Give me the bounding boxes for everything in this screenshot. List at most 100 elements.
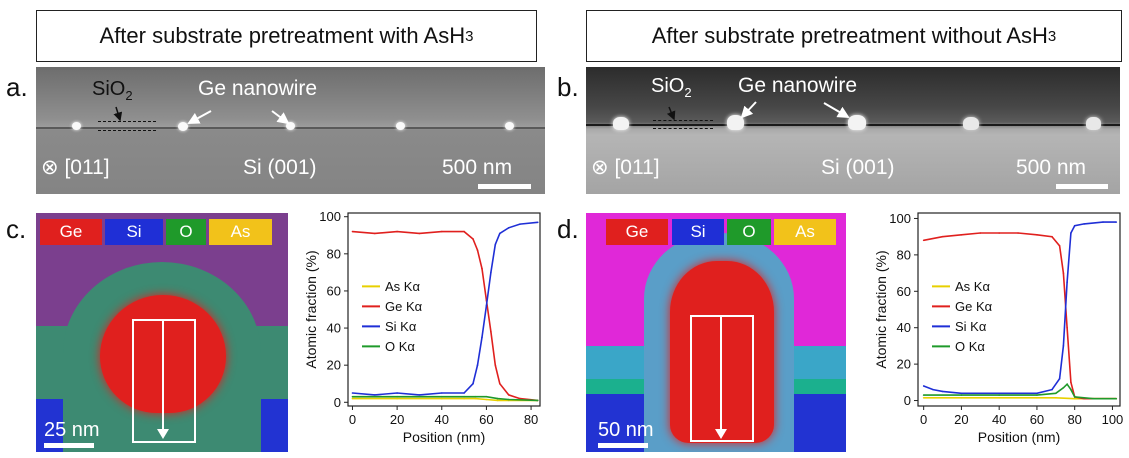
x-tick-label: 60 (1030, 412, 1044, 427)
oxide-arrow (666, 106, 676, 121)
data-point (1070, 388, 1072, 391)
x-tick-label: 20 (954, 412, 968, 427)
nanowire-dot (505, 122, 514, 130)
data-point (351, 392, 354, 394)
legend-si: Si (105, 219, 163, 245)
nanowire-dot (1086, 117, 1101, 130)
legend-as-label: As (774, 219, 836, 245)
oxide-marker (653, 120, 713, 129)
y-tick-label: 40 (327, 321, 341, 336)
chart-c: 0 20 40 60 80 0 20 40 60 80 100 As Kα Ge Kα Si Kα O Kα… (303, 209, 541, 445)
data-point (474, 395, 477, 398)
oxide-sub: 2 (684, 85, 692, 100)
scale-label-d: 50 nm (598, 419, 654, 441)
oxide-sub: 2 (125, 88, 133, 103)
y-tick-label: 40 (897, 320, 911, 335)
oxide-label-a: SiO2 (92, 78, 133, 103)
data-point (1055, 392, 1057, 395)
data-point (472, 382, 474, 385)
direction-label-a: ⊗ [011] (41, 155, 110, 180)
data-point (1070, 381, 1072, 384)
x-tick-label: 80 (524, 412, 538, 427)
data-point (440, 392, 443, 394)
nanowire-label-b: Ge nanowire (738, 74, 858, 97)
data-point (1062, 272, 1065, 274)
cross-circle-icon: ⊗ (591, 156, 609, 179)
data-point (998, 397, 1000, 399)
plot-frame (347, 212, 541, 407)
scale-label-a: 500 nm (442, 156, 512, 180)
legend-label: Si Kα (385, 319, 417, 334)
oxide-text: SiO (651, 75, 685, 97)
nanowire-dot (178, 122, 188, 131)
y-tick-label: 60 (897, 284, 911, 299)
data-point (485, 395, 488, 398)
y-tick-label: 0 (904, 393, 911, 408)
scale-bar-a (478, 184, 531, 189)
data-point (494, 243, 497, 246)
series-line (352, 230, 538, 402)
annotation-arrows (113, 106, 290, 125)
data-point (1062, 386, 1065, 389)
data-point (1066, 326, 1068, 329)
chart-d: 0 20 40 60 80 100 0 20 40 60 80 100 As Kα Ge Kα Si Kα O… (873, 211, 1123, 445)
data-point (979, 232, 982, 234)
series-line (923, 221, 1117, 395)
legend-ge: Ge (606, 219, 668, 245)
data-point (494, 364, 497, 366)
legend-ge-label: Ge (606, 219, 668, 245)
nanowire-dot (848, 115, 866, 130)
data-point (1051, 388, 1053, 391)
data-point (1036, 397, 1038, 399)
y-tick-label: 100 (889, 211, 911, 226)
data-point (396, 230, 398, 233)
oxide-arrow (113, 106, 123, 122)
scale-bar-b (1056, 184, 1108, 189)
data-point (1036, 234, 1038, 236)
direction-label-b: ⊗ [011] (591, 155, 660, 180)
data-point (1036, 392, 1038, 395)
legend-as: As (774, 219, 836, 245)
data-point (1055, 397, 1057, 399)
data-point (998, 392, 1000, 395)
data-point (960, 392, 963, 395)
data-point (1102, 221, 1104, 223)
panel-letter-a: a. (6, 72, 28, 102)
data-point (1066, 383, 1068, 385)
data-point (1070, 232, 1072, 234)
substrate-label-a: Si (001) (243, 156, 317, 179)
legend-label: O Kα (385, 339, 415, 354)
data-point (463, 397, 465, 400)
data-point (485, 304, 488, 307)
oxide-marker (98, 121, 156, 131)
legend-label: Ge Kα (385, 299, 423, 314)
data-point (932, 388, 934, 391)
data-point (418, 232, 421, 235)
nanowire-dot (727, 115, 744, 130)
y-tick-label: 20 (897, 357, 911, 372)
y-tick-label: 80 (327, 246, 341, 261)
y-axis-label: Atomic fraction (%) (303, 250, 319, 368)
data-point (490, 330, 492, 333)
data-point (507, 398, 510, 401)
data-point (1073, 396, 1076, 398)
data-point (396, 397, 398, 400)
data-point (463, 392, 465, 394)
nanowire-dot (72, 122, 81, 130)
data-point (463, 395, 465, 398)
x-tick-label: 60 (479, 412, 493, 427)
data-point (474, 397, 477, 400)
data-point (1036, 394, 1038, 396)
y-tick-label: 60 (327, 283, 341, 298)
y-tick-label: 80 (897, 247, 911, 262)
data-point (519, 223, 521, 225)
x-tick-label: 40 (435, 412, 449, 427)
line-scan-box (132, 319, 196, 443)
x-tick-label: 40 (992, 412, 1006, 427)
legend-label: O Kα (955, 339, 985, 354)
legend-as: As (209, 219, 272, 245)
legend-label: As Kα (385, 279, 420, 294)
legend-ge: Ge (40, 219, 102, 245)
nanowire-label-a: Ge nanowire (198, 77, 318, 100)
data-point (490, 271, 492, 274)
